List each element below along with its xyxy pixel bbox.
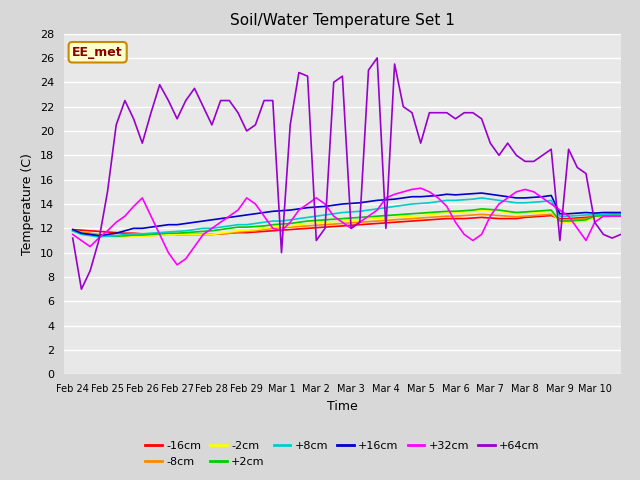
Text: EE_met: EE_met bbox=[72, 46, 123, 59]
Y-axis label: Temperature (C): Temperature (C) bbox=[22, 153, 35, 255]
Legend: -16cm, -8cm, -2cm, +2cm, +8cm, +16cm, +32cm, +64cm: -16cm, -8cm, -2cm, +2cm, +8cm, +16cm, +3… bbox=[141, 437, 544, 471]
Title: Soil/Water Temperature Set 1: Soil/Water Temperature Set 1 bbox=[230, 13, 455, 28]
X-axis label: Time: Time bbox=[327, 400, 358, 413]
